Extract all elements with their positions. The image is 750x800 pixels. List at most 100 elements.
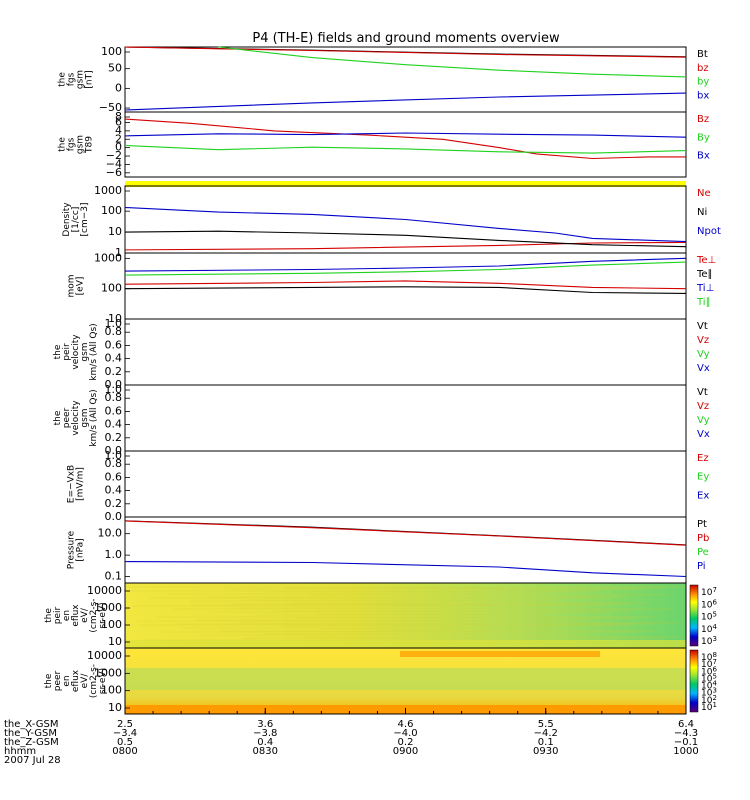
y-tick-label: 100 bbox=[101, 204, 122, 217]
colorbar-label: 105 bbox=[701, 611, 717, 623]
legend-vy: Vy bbox=[697, 415, 710, 426]
x-row-value: 0930 bbox=[533, 746, 558, 757]
x-row-label: hhmm bbox=[4, 746, 36, 757]
y-axis-label: gsm bbox=[76, 135, 86, 154]
series-line-bx bbox=[124, 92, 687, 111]
y-tick-label: 0.6 bbox=[105, 470, 123, 483]
legend-vz: Vz bbox=[697, 401, 709, 412]
y-axis-label: eV/ bbox=[80, 607, 90, 623]
y-tick-label: 6 bbox=[115, 115, 122, 128]
colorbar-label: 106 bbox=[701, 598, 717, 610]
y-axis-label: velocity bbox=[71, 400, 81, 436]
legend-ti∥: Ti∥ bbox=[696, 297, 711, 308]
y-tick-label: 10000 bbox=[87, 584, 122, 597]
y-axis-label: sr-eV) bbox=[98, 668, 108, 694]
y-axis-label: [nPa] bbox=[76, 538, 86, 561]
colorbar-label: 103 bbox=[701, 635, 717, 647]
x-row-label: the_Y-GSM bbox=[4, 728, 57, 739]
panel-8: 10.0 1.0 0.1 Pressure [nPa] Pt Pb Pe Pi bbox=[67, 516, 709, 584]
y-axis-label: [nT] bbox=[85, 70, 95, 88]
colorbar bbox=[689, 649, 699, 713]
y-tick-label: 0.0 bbox=[105, 444, 123, 457]
y-tick-label: 0.2 bbox=[105, 365, 123, 378]
y-axis-label: the bbox=[53, 410, 63, 425]
x-row-value: 1000 bbox=[673, 746, 698, 757]
x-row-value: −0.1 bbox=[674, 737, 698, 748]
legend-bz: Bz bbox=[697, 114, 709, 125]
y-axis-label: the bbox=[44, 673, 54, 688]
legend-te∥: Te∥ bbox=[696, 269, 713, 280]
y-axis-label: (cm2-s- bbox=[89, 664, 99, 698]
series-line-te⊥ bbox=[124, 280, 687, 290]
y-axis-label: [eV] bbox=[76, 277, 86, 296]
series-line-ne bbox=[124, 241, 687, 251]
x-row-value: 0800 bbox=[112, 746, 137, 757]
y-axis-label: velocity bbox=[71, 334, 81, 370]
legend-vt: Vt bbox=[697, 321, 708, 332]
y-tick-label: 10 bbox=[108, 225, 122, 238]
legend-vt: Vt bbox=[697, 387, 708, 398]
panel-5: 1.00.80.60.40.20.0 the peir velocity gsm km/s… bbox=[53, 317, 710, 391]
y-tick-label: 1000 bbox=[94, 184, 122, 197]
panel-7: 1.00.80.60.40.20.0 E=−VxB [mV/m] Ez Ey Ex bbox=[67, 449, 710, 523]
x-row-value: 0.1 bbox=[538, 737, 554, 748]
y-axis-label: eV/ bbox=[80, 673, 90, 689]
y-axis-label: peer bbox=[53, 670, 63, 691]
colorbar-label: 105 bbox=[701, 672, 717, 684]
y-tick-label: 0.2 bbox=[105, 431, 123, 444]
y-tick-label: 0.1 bbox=[105, 570, 123, 583]
legend-ni: Ni bbox=[697, 207, 707, 218]
series-line-ni bbox=[124, 230, 687, 248]
y-tick-label: 0 bbox=[115, 141, 122, 154]
colorbar-label: 104 bbox=[701, 680, 717, 692]
y-axis-label: eflux bbox=[71, 604, 81, 627]
y-axis-label: the bbox=[53, 344, 63, 359]
y-tick-label: 1.0 bbox=[105, 317, 123, 330]
y-tick-label: 0.4 bbox=[105, 418, 123, 431]
legend-ex: Ex bbox=[697, 490, 709, 501]
panel-1: 100 50 0 −50 the fgs gsm [nT] Bt bz by bx bbox=[58, 45, 710, 114]
y-tick-label: 1.0 bbox=[105, 383, 123, 396]
legend-ez: Ez bbox=[697, 453, 709, 464]
x-row-value: 0.5 bbox=[117, 737, 133, 748]
y-tick-label: 10 bbox=[108, 312, 122, 325]
y-tick-label: 0.6 bbox=[105, 338, 123, 351]
legend-ey: Ey bbox=[697, 472, 709, 483]
legend-ti⊥: Ti⊥ bbox=[696, 283, 714, 294]
y-axis-label: the bbox=[58, 137, 68, 152]
y-tick-label: 100 bbox=[101, 282, 122, 295]
y-tick-label: 50 bbox=[108, 62, 122, 75]
y-axis-label: [cm−3] bbox=[80, 202, 90, 236]
legend-vz: Vz bbox=[697, 335, 709, 346]
y-axis-label: T89 bbox=[85, 136, 95, 154]
x-row-value: 5.5 bbox=[538, 719, 554, 730]
legend-bz: bz bbox=[697, 63, 709, 74]
panel-frame bbox=[124, 111, 687, 178]
series-line-pb bbox=[124, 520, 687, 546]
x-row-value: 2.5 bbox=[117, 719, 133, 730]
y-axis-label: the bbox=[58, 72, 68, 87]
panel-frame bbox=[124, 384, 687, 452]
y-tick-label: 10 bbox=[108, 635, 122, 648]
legend-by: by bbox=[697, 77, 709, 88]
x-row-value: 0830 bbox=[253, 746, 278, 757]
y-axis-label: gsm bbox=[76, 70, 86, 89]
x-row-label: the_Z-GSM bbox=[4, 737, 59, 748]
y-tick-label: 0.4 bbox=[105, 352, 123, 365]
y-axis-label: Pressure bbox=[67, 530, 77, 569]
y-tick-label: 1.0 bbox=[105, 548, 123, 561]
legend-by: By bbox=[697, 132, 710, 143]
y-axis-label: [1/cc] bbox=[71, 207, 81, 233]
x-row-label: the_X-GSM bbox=[4, 719, 58, 730]
colorbar-label: 106 bbox=[701, 665, 717, 677]
x-row-value: −4.2 bbox=[534, 728, 558, 739]
y-axis-label: sr-eV) bbox=[98, 602, 108, 628]
y-tick-label: 0.2 bbox=[105, 497, 123, 510]
y-axis-label: eflux bbox=[71, 669, 81, 692]
legend-pt: Pt bbox=[697, 519, 707, 530]
series-line-npot bbox=[124, 206, 687, 243]
x-row-value: 3.6 bbox=[257, 719, 273, 730]
colorbar-label: 107 bbox=[701, 586, 717, 598]
